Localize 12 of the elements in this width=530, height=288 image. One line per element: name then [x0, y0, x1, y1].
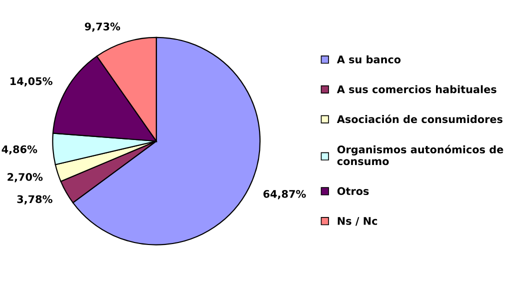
legend-label: Asociación de consumidores — [336, 114, 502, 124]
legend-label: Ns / Nc — [338, 217, 378, 226]
data-label: 14,05% — [10, 77, 52, 86]
legend-label: Organismos autonómicos de consumo — [337, 144, 504, 166]
legend-label: A sus comercios habituales — [336, 85, 496, 94]
data-label: 4,86% — [2, 145, 38, 155]
legend-label: Otros — [337, 187, 369, 196]
data-label: 3,78% — [17, 195, 52, 204]
data-label: 2,70% — [8, 173, 43, 182]
legend-label: A su banco — [336, 55, 401, 64]
data-label: 64,87% — [263, 190, 306, 200]
data-label: 9,73% — [84, 22, 120, 32]
